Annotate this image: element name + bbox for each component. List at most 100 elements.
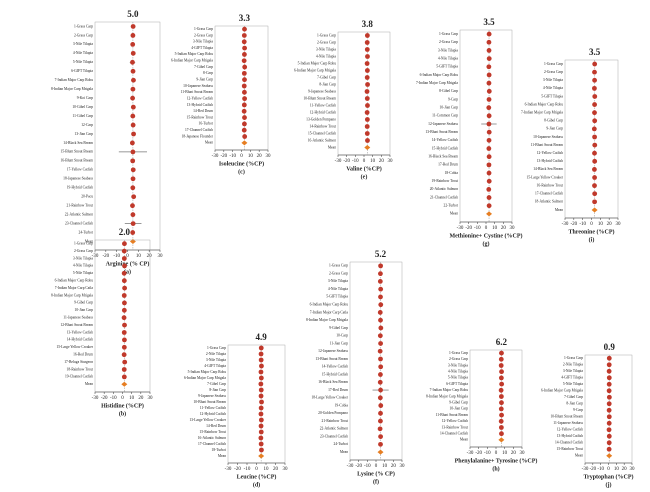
study-label: 18-Turbot xyxy=(212,448,226,452)
study-label: 20-Atlantic Salmon xyxy=(430,187,458,191)
study-estimate xyxy=(486,178,492,184)
study-estimate xyxy=(486,154,492,160)
plot-frame xyxy=(227,344,286,464)
study-label: 3-Nile Tilapia xyxy=(193,40,213,44)
pooled-value: 3.3 xyxy=(239,13,251,23)
study-label: 15-Rainbow Trout xyxy=(557,447,583,451)
pooled-value: 5.2 xyxy=(375,249,387,259)
panel-label: (c) xyxy=(238,168,245,175)
study-label: 10-Blunt Snout Bream xyxy=(303,96,336,100)
study-label: 24-Turbot xyxy=(79,230,93,234)
study-label: 8-Carp xyxy=(203,71,213,75)
x-tick-label: 20 xyxy=(273,467,279,472)
study-label: 9-Gibel Carp xyxy=(329,326,348,330)
study-label: 1-Grass Carp xyxy=(317,33,336,37)
x-tick-label: 0 xyxy=(607,467,610,472)
study-estimate xyxy=(592,69,597,75)
study-label: 5-Nile Tilapia xyxy=(73,60,93,64)
x-tick-label: -10 xyxy=(579,222,586,227)
study-estimate xyxy=(486,186,492,192)
study-label: 16-Atlantic Salmon xyxy=(308,138,336,142)
x-tick-label: -20 xyxy=(234,467,241,472)
study-label: 13-Hybrid Catfish xyxy=(187,103,213,107)
study-estimate xyxy=(241,108,247,114)
study-label: 18-Large Yellow Croaker xyxy=(311,396,348,400)
study-label: 17-Yellow Catfish xyxy=(67,168,93,172)
x-tick-label: -30 xyxy=(225,467,232,472)
study-estimate xyxy=(259,399,264,405)
study-estimate xyxy=(130,230,136,235)
study-label: 8-Gibel Carp xyxy=(544,119,563,123)
study-label: 8-Jian Carp xyxy=(566,402,583,406)
study-label: 7-Indian Major Carp Catla xyxy=(55,286,94,290)
x-tick-label: 0 xyxy=(375,464,378,469)
study-estimate xyxy=(258,423,264,429)
pooled-name: Mean xyxy=(450,212,458,216)
study-estimate xyxy=(499,350,504,356)
study-label: 18-Rainbow Trout xyxy=(67,367,93,371)
study-label: 8-Jian Carp xyxy=(209,388,226,392)
study-estimate xyxy=(486,39,492,45)
study-label: 9-Japanese Seabass xyxy=(308,89,337,93)
study-label: 17-Channel Catfish xyxy=(185,128,213,132)
pooled-name: Mean xyxy=(85,239,93,243)
x-tick-label: 10 xyxy=(136,254,142,259)
study-estimate xyxy=(377,348,383,354)
study-label: 8-Jian Carp xyxy=(319,82,336,86)
pooled-diamond xyxy=(377,449,384,455)
study-estimate xyxy=(592,150,597,156)
study-estimate xyxy=(121,374,127,380)
study-label: 23-Channel Catfish xyxy=(320,434,348,438)
x-tick-label: -10 xyxy=(229,154,236,159)
study-label: 9-Jian Carp xyxy=(546,127,563,131)
study-estimate xyxy=(130,203,135,209)
panel-label: (d) xyxy=(253,481,260,488)
study-estimate xyxy=(486,162,492,168)
study-estimate xyxy=(378,387,383,393)
study-estimate xyxy=(364,96,370,101)
study-estimate xyxy=(241,70,247,76)
study-label: 19-Channel Catfish xyxy=(65,375,93,379)
study-label: 15-Rainbow Trout xyxy=(200,430,226,434)
study-label: 17-Channel Catfish xyxy=(535,192,563,196)
study-estimate xyxy=(606,414,612,420)
study-estimate xyxy=(258,351,264,357)
pooled-diamond xyxy=(121,381,128,387)
x-tick-label: 20 xyxy=(607,222,613,227)
study-label: 2-Grass Carp xyxy=(329,271,348,275)
study-label: 21-Rainbow Trout xyxy=(67,204,93,208)
study-label: 14-Channel Catfish xyxy=(555,441,583,445)
study-estimate xyxy=(486,48,492,53)
x-axis-label: Leucine (%CP) xyxy=(237,473,277,480)
x-tick-label: 30 xyxy=(148,396,154,401)
study-label: 6-GIFT Tilapia xyxy=(446,382,468,386)
x-tick-label: -20 xyxy=(343,159,350,164)
study-estimate xyxy=(122,322,127,328)
x-tick-label: 10 xyxy=(492,226,498,231)
study-label: 1-Grass Carp xyxy=(564,356,583,360)
study-estimate xyxy=(258,405,264,411)
x-tick-label: 0 xyxy=(255,467,258,472)
x-tick-label: 0 xyxy=(126,254,129,259)
x-tick-label: -30 xyxy=(335,159,342,164)
study-estimate xyxy=(131,77,136,83)
study-label: 14-Hybrid Catfish xyxy=(67,338,93,342)
x-tick-label: 30 xyxy=(283,467,289,472)
x-tick-label: -30 xyxy=(457,226,464,231)
study-estimate xyxy=(592,94,598,99)
study-estimate xyxy=(592,110,597,116)
x-tick-label: -10 xyxy=(364,464,371,469)
x-tick-label: 20 xyxy=(257,154,263,159)
study-estimate xyxy=(364,33,370,38)
study-label: 7-Indian Major Carp Catla xyxy=(310,310,349,314)
study-label: 2-Nile Tilapia xyxy=(563,363,583,367)
study-estimate xyxy=(377,333,383,339)
study-label: 5-GIFT Tilapia xyxy=(326,295,348,299)
study-label: 10-Jian Carp xyxy=(440,105,459,109)
study-estimate xyxy=(606,427,612,433)
study-label: 1-Grass Carp xyxy=(544,62,563,66)
x-tick-label: 10 xyxy=(264,467,270,472)
study-estimate xyxy=(606,362,612,368)
study-label: 22-Atlantic Salmon xyxy=(320,427,348,431)
